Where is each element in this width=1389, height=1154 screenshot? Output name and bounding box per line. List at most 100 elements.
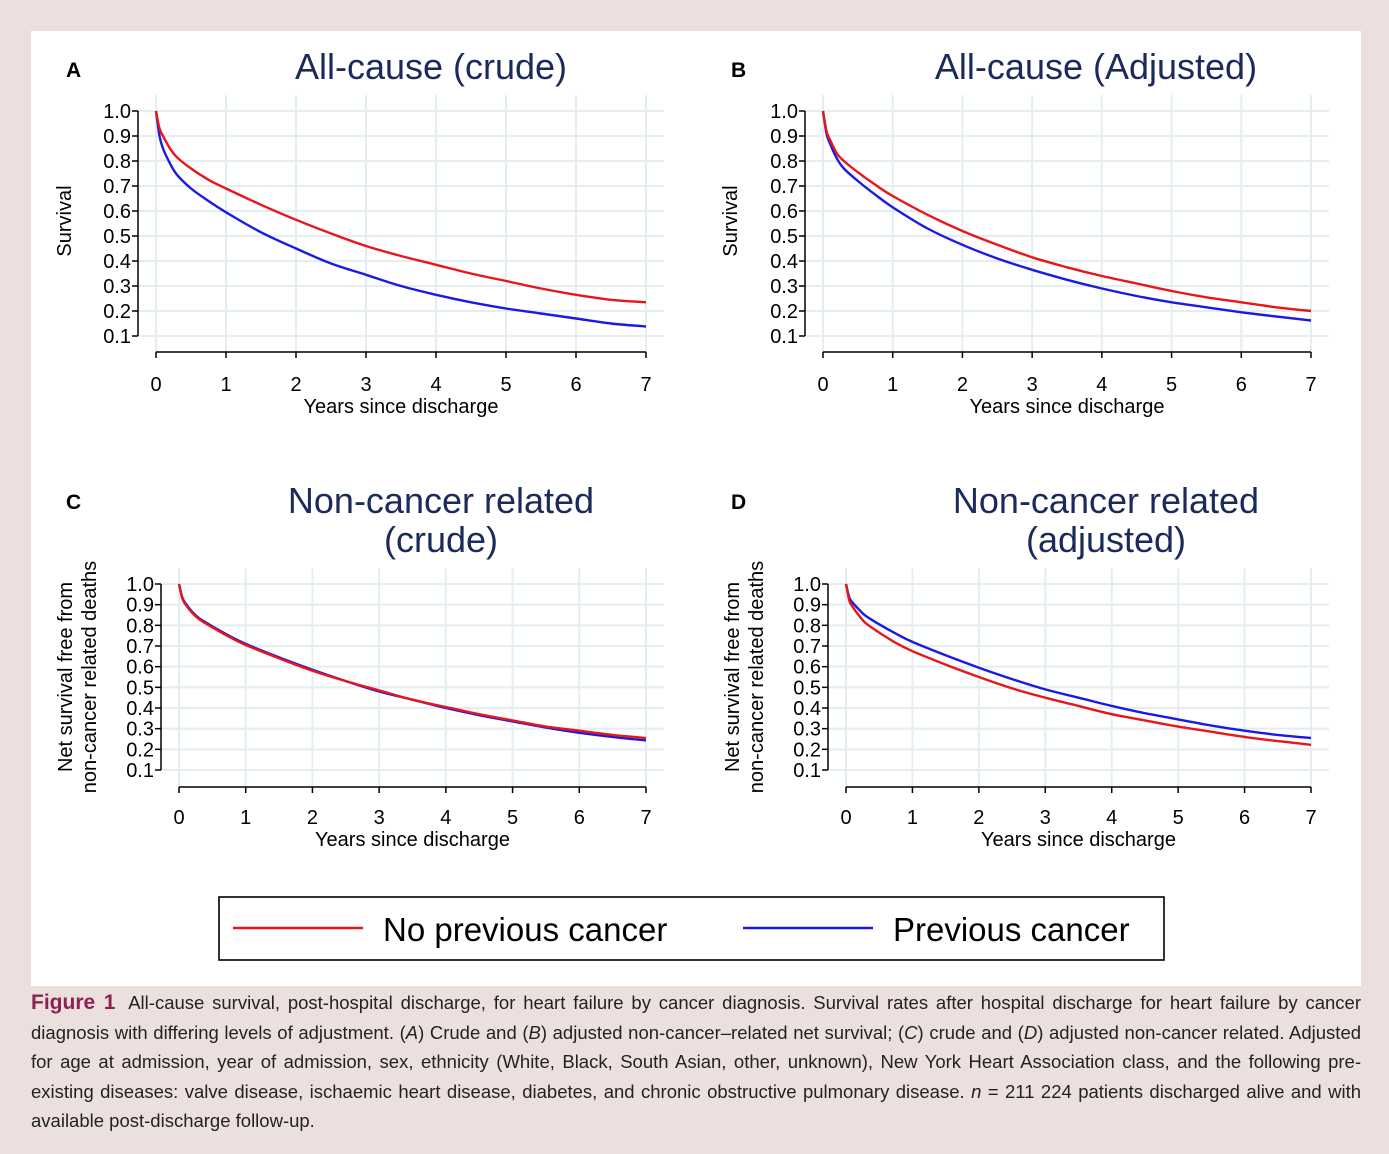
figure-label: Figure 1 bbox=[31, 991, 116, 1014]
chart-title: All-cause (Adjusted) bbox=[935, 46, 1257, 87]
y-tick-label: 0.1 bbox=[770, 326, 798, 348]
y-tick-label: 0.2 bbox=[793, 739, 821, 761]
y-tick-label: 0.9 bbox=[103, 126, 131, 148]
series-line-no-previous-cancer bbox=[821, 110, 1312, 313]
series-line-previous-cancer bbox=[821, 110, 1312, 322]
caption-ref-c: C bbox=[904, 1021, 918, 1043]
y-axis-label: Net survival free from non-cancer related… bbox=[722, 561, 768, 793]
y-tick-label: 0.1 bbox=[793, 760, 821, 782]
x-tick-label: 1 bbox=[907, 807, 918, 829]
y-axis-label-line: non-cancer related deaths bbox=[79, 561, 101, 793]
y-tick-label: 0.1 bbox=[126, 760, 154, 782]
y-tick-label: 0.1 bbox=[103, 326, 131, 348]
x-tick-label: 7 bbox=[1305, 807, 1316, 829]
panel-letter: B bbox=[731, 59, 746, 82]
caption-text-4: ) crude and ( bbox=[917, 1021, 1024, 1043]
x-tick-label: 7 bbox=[640, 374, 651, 396]
y-axis-label: Net survival free from non-cancer related… bbox=[55, 561, 101, 793]
y-tick-label: 0.8 bbox=[103, 151, 131, 173]
chart-title-line-2: (crude) bbox=[384, 519, 498, 560]
chart-panel-a: 0.1 0.2 0.3 0.4 0.5 0.6 0.7 0.8 0.9 1.0 0 1 2 3 4 5 6 7 Ye… bbox=[54, 46, 664, 418]
x-tick-label: 0 bbox=[173, 807, 184, 829]
series-line-previous-cancer bbox=[154, 110, 647, 328]
x-tick-label: 3 bbox=[374, 807, 385, 829]
y-tick-label: 0.8 bbox=[793, 615, 821, 637]
caption-text-6: = 211 224 patients discharged alive and … bbox=[31, 1080, 1362, 1132]
y-tick-label: 0.7 bbox=[126, 636, 154, 658]
panel-letter: C bbox=[66, 491, 81, 514]
y-tick-label: 0.5 bbox=[103, 226, 131, 248]
y-tick-label: 0.3 bbox=[103, 276, 131, 298]
y-tick-label: 0.6 bbox=[103, 201, 131, 223]
x-tick-label: 6 bbox=[574, 807, 585, 829]
x-tick-label: 3 bbox=[1040, 807, 1051, 829]
y-tick-label: 0.5 bbox=[793, 677, 821, 699]
x-tick-label: 4 bbox=[430, 374, 441, 396]
x-tick-label: 4 bbox=[1096, 374, 1107, 396]
caption-n: n bbox=[971, 1080, 982, 1102]
y-tick-label: 0.2 bbox=[770, 301, 798, 323]
y-tick-label: 0.3 bbox=[793, 719, 821, 741]
x-tick-label: 1 bbox=[220, 374, 231, 396]
chart-panel-c: 0.10.20.30.40.50.60.70.80.91.0 0 1 2 3 4 5 6 7 Ye… bbox=[55, 480, 664, 851]
chart-title: All-cause (crude) bbox=[295, 46, 567, 87]
chart-title-line-2: (adjusted) bbox=[1026, 519, 1186, 560]
caption-ref-a: A bbox=[405, 1021, 419, 1043]
x-tick-label: 6 bbox=[570, 374, 581, 396]
x-axis-label: Years since discharge bbox=[970, 396, 1165, 418]
y-tick-label: 1.0 bbox=[770, 101, 798, 123]
y-tick-label: 0.6 bbox=[770, 201, 798, 223]
y-tick-label: 0.2 bbox=[103, 301, 131, 323]
y-tick-label: 0.9 bbox=[126, 595, 154, 617]
y-tick-label: 0.9 bbox=[770, 126, 798, 148]
series-line-previous-cancer bbox=[177, 583, 647, 742]
caption-text-2: ) Crude and ( bbox=[418, 1021, 529, 1043]
y-tick-label: 0.7 bbox=[793, 636, 821, 658]
x-tick-label: 2 bbox=[957, 374, 968, 396]
x-tick-label: 2 bbox=[290, 374, 301, 396]
x-tick-label: 7 bbox=[640, 807, 651, 829]
y-tick-label: 0.4 bbox=[103, 251, 131, 273]
series-line-no-previous-cancer bbox=[154, 110, 647, 304]
figure-caption: Figure 1 All-cause survival, post-hospit… bbox=[31, 988, 1361, 1136]
x-tick-label: 1 bbox=[240, 807, 251, 829]
panel-letter: D bbox=[731, 491, 746, 514]
x-tick-label: 2 bbox=[307, 807, 318, 829]
y-axis-label-line: Net survival free from bbox=[55, 582, 77, 772]
x-axis-label: Years since discharge bbox=[981, 829, 1176, 851]
y-tick-label: 1.0 bbox=[126, 574, 154, 596]
series-line-no-previous-cancer bbox=[844, 583, 1312, 746]
x-tick-label: 2 bbox=[973, 807, 984, 829]
y-tick-label: 0.7 bbox=[103, 176, 131, 198]
y-axis-label: Survival bbox=[720, 185, 742, 256]
x-tick-label: 5 bbox=[500, 374, 511, 396]
x-tick-label: 7 bbox=[1305, 374, 1316, 396]
legend: No previous cancer Previous cancer bbox=[218, 896, 1165, 961]
y-tick-label: 0.4 bbox=[793, 698, 821, 720]
x-tick-label: 0 bbox=[150, 374, 161, 396]
y-axis-label-line: Survival bbox=[720, 185, 742, 256]
x-tick-label: 5 bbox=[507, 807, 518, 829]
series-line-no-previous-cancer bbox=[177, 583, 647, 740]
chart-panel-b: 0.1 0.2 0.3 0.4 0.5 0.6 0.7 0.8 0.9 1.0 0 1 2 3 4 5 6 7 Ye… bbox=[720, 46, 1329, 418]
x-tick-label: 3 bbox=[1027, 374, 1038, 396]
y-tick-label: 0.3 bbox=[770, 276, 798, 298]
y-axis-label-line: Survival bbox=[54, 185, 76, 256]
caption-ref-d: D bbox=[1023, 1021, 1038, 1043]
y-tick-label: 0.8 bbox=[126, 615, 154, 637]
x-axis-label: Years since discharge bbox=[315, 829, 510, 851]
y-axis-label-line: non-cancer related deaths bbox=[746, 561, 768, 793]
series-line-previous-cancer bbox=[844, 583, 1312, 740]
x-tick-label: 4 bbox=[440, 807, 451, 829]
legend-label-no-previous-cancer: No previous cancer bbox=[383, 911, 667, 948]
x-tick-label: 1 bbox=[887, 374, 898, 396]
x-tick-label: 0 bbox=[840, 807, 851, 829]
x-tick-label: 6 bbox=[1239, 807, 1250, 829]
legend-label-previous-cancer: Previous cancer bbox=[893, 911, 1130, 948]
caption-text-5: ) adjusted non-cancer related. Adjusted … bbox=[31, 1021, 1362, 1102]
x-tick-label: 5 bbox=[1166, 374, 1177, 396]
y-axis-label: Survival bbox=[54, 185, 76, 256]
y-tick-label: 1.0 bbox=[793, 574, 821, 596]
x-tick-label: 5 bbox=[1173, 807, 1184, 829]
y-tick-label: 0.4 bbox=[770, 251, 798, 273]
